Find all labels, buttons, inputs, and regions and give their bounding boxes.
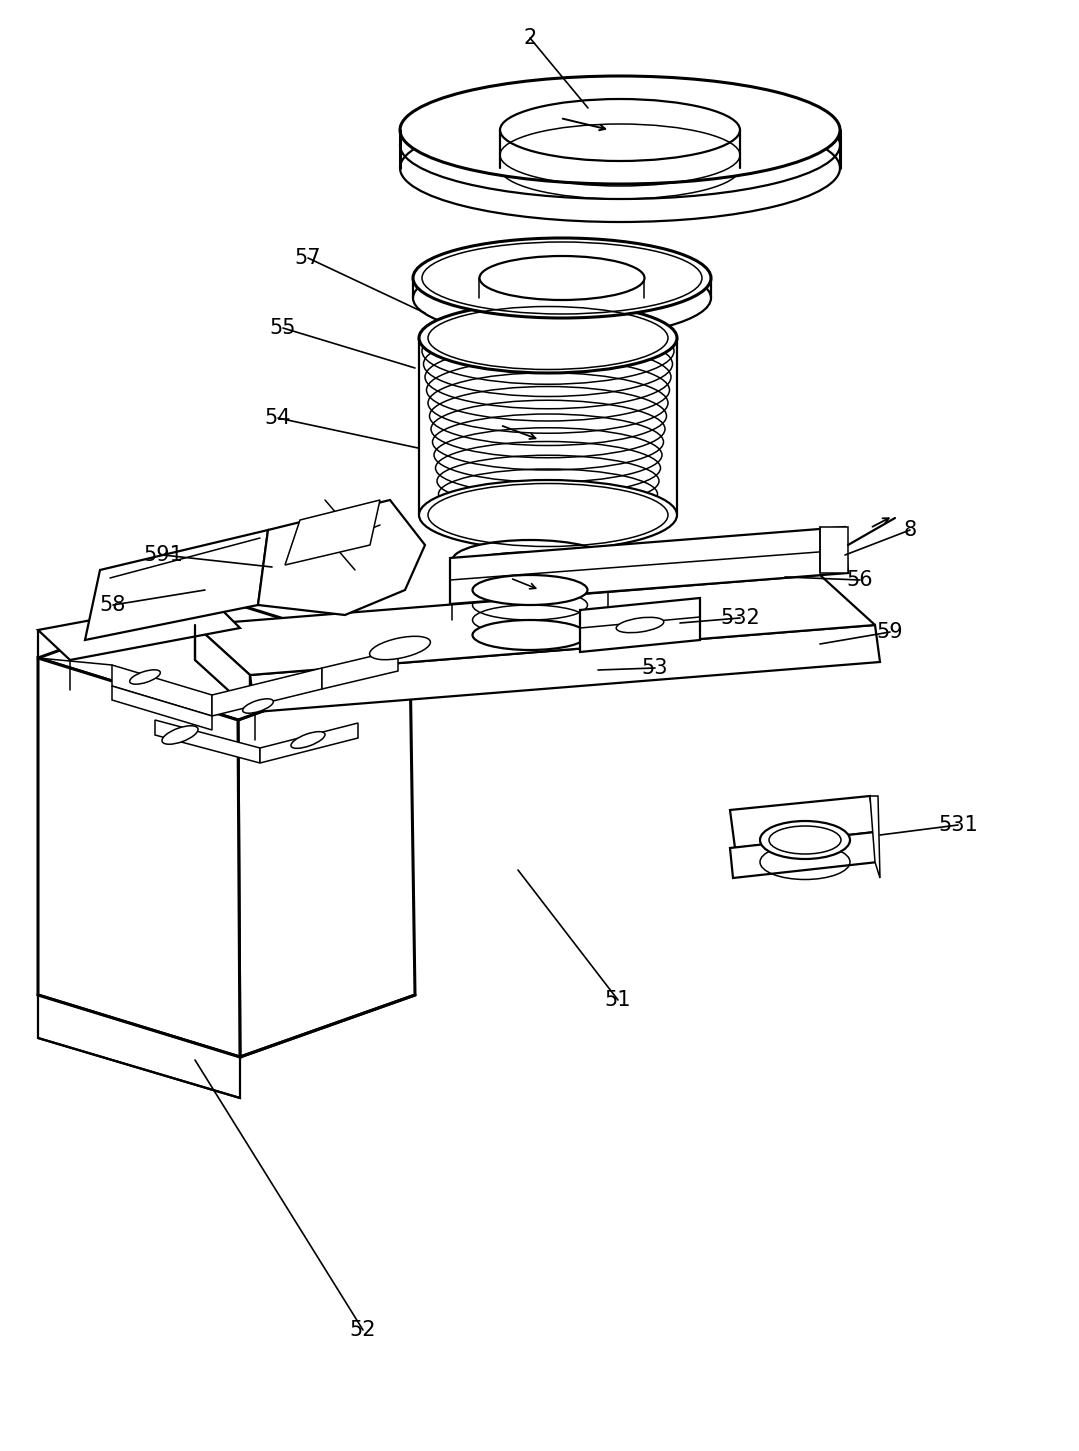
Ellipse shape	[243, 699, 273, 714]
Polygon shape	[195, 575, 875, 675]
Ellipse shape	[400, 75, 839, 184]
Polygon shape	[211, 667, 322, 715]
Polygon shape	[195, 625, 250, 710]
Text: 54: 54	[264, 408, 291, 428]
Polygon shape	[450, 527, 848, 604]
Text: 2: 2	[523, 28, 536, 48]
Ellipse shape	[291, 731, 325, 749]
Text: 51: 51	[604, 990, 631, 1010]
Ellipse shape	[413, 238, 711, 318]
Polygon shape	[820, 527, 848, 573]
Polygon shape	[322, 650, 398, 689]
Polygon shape	[730, 797, 875, 847]
Polygon shape	[38, 598, 240, 660]
Ellipse shape	[473, 620, 587, 650]
Ellipse shape	[760, 821, 850, 859]
Polygon shape	[85, 530, 268, 640]
Text: 55: 55	[270, 318, 297, 338]
Polygon shape	[260, 723, 358, 763]
Text: 531: 531	[938, 815, 978, 834]
Ellipse shape	[129, 670, 161, 685]
Polygon shape	[238, 657, 415, 1056]
Text: 53: 53	[642, 657, 668, 678]
Polygon shape	[870, 797, 880, 878]
Ellipse shape	[162, 726, 199, 744]
Polygon shape	[730, 831, 878, 878]
Polygon shape	[38, 995, 240, 1098]
Polygon shape	[112, 686, 211, 730]
Ellipse shape	[419, 480, 677, 550]
Polygon shape	[38, 596, 410, 720]
Ellipse shape	[370, 637, 431, 660]
Ellipse shape	[769, 826, 841, 855]
Text: 56: 56	[847, 570, 873, 591]
Ellipse shape	[597, 621, 643, 638]
Ellipse shape	[473, 575, 587, 605]
Text: 591: 591	[144, 546, 183, 564]
Polygon shape	[258, 501, 425, 615]
Polygon shape	[155, 720, 260, 763]
Ellipse shape	[479, 255, 644, 300]
Text: 52: 52	[350, 1320, 377, 1341]
Polygon shape	[195, 660, 255, 712]
Ellipse shape	[419, 303, 677, 373]
Text: 8: 8	[903, 519, 916, 540]
Polygon shape	[285, 501, 380, 564]
Ellipse shape	[452, 540, 607, 580]
Text: 57: 57	[295, 248, 322, 268]
Polygon shape	[581, 598, 700, 651]
Ellipse shape	[500, 99, 740, 161]
Text: 58: 58	[100, 595, 126, 615]
Ellipse shape	[616, 617, 664, 633]
Polygon shape	[250, 625, 880, 712]
Text: 532: 532	[720, 608, 760, 628]
Text: 59: 59	[877, 622, 903, 641]
Polygon shape	[112, 665, 211, 715]
Polygon shape	[38, 657, 240, 1056]
